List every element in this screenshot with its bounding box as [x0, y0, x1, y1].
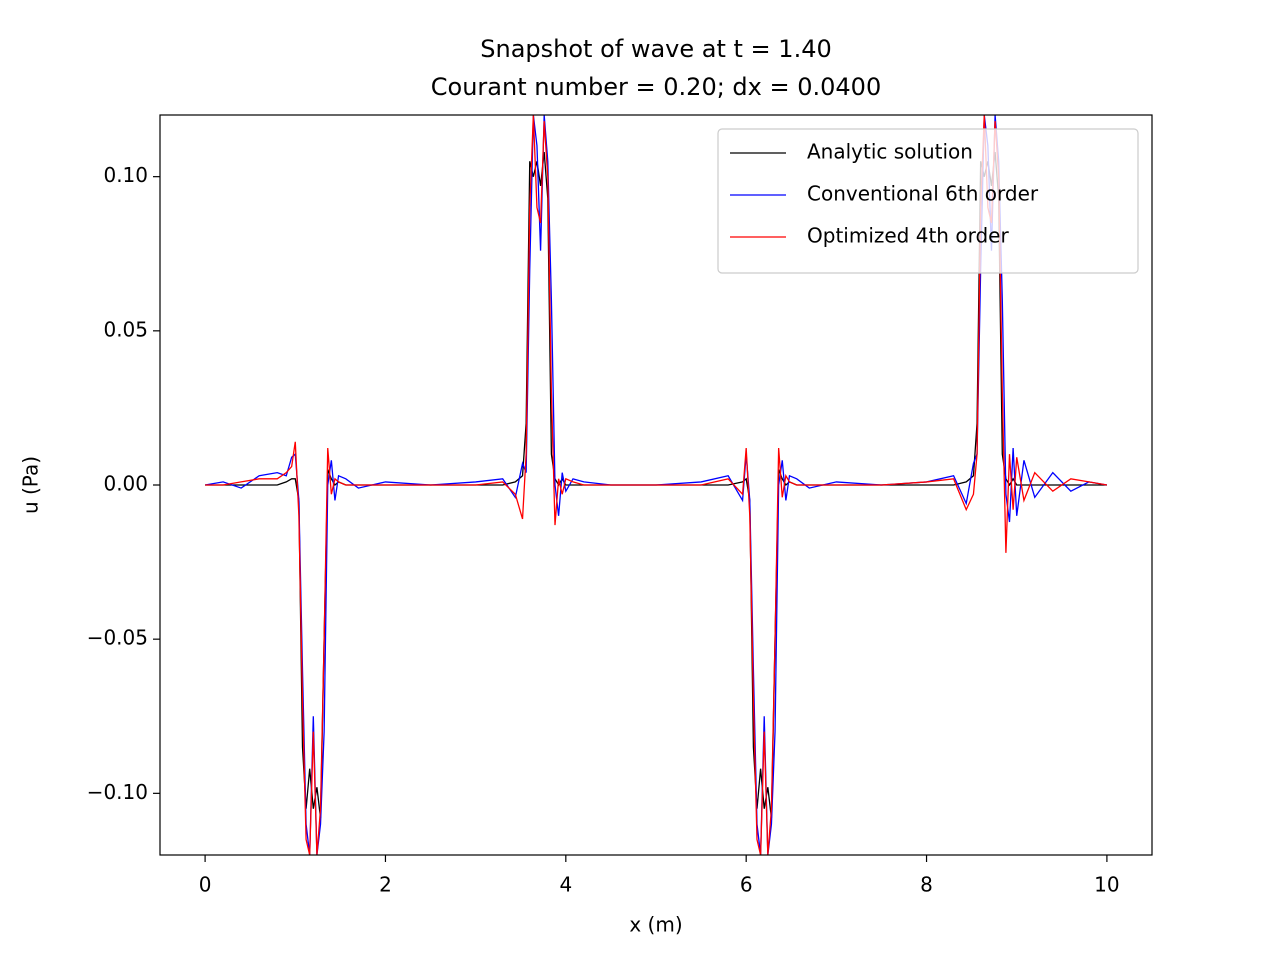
x-tick-label: 2 — [379, 873, 392, 897]
chart-title: Snapshot of wave at t = 1.40 — [480, 35, 831, 63]
legend-box — [717, 128, 1139, 274]
y-tick-label: 0.10 — [103, 163, 148, 187]
x-tick-label: 8 — [920, 873, 933, 897]
x-tick-label: 0 — [199, 873, 212, 897]
y-axis-label: u (Pa) — [19, 456, 43, 514]
chart-subtitle: Courant number = 0.20; dx = 0.0400 — [431, 73, 881, 101]
x-axis-label: x (m) — [629, 913, 682, 937]
y-tick-label: 0.00 — [103, 472, 148, 496]
legend-label: Analytic solution — [807, 140, 973, 164]
x-tick-label: 6 — [740, 873, 753, 897]
y-tick-label: 0.05 — [103, 317, 148, 341]
x-tick-label: 4 — [559, 873, 572, 897]
legend-label: Conventional 6th order — [807, 182, 1039, 206]
y-tick-label: −0.05 — [87, 626, 148, 650]
x-tick-label: 10 — [1094, 873, 1119, 897]
legend-label: Optimized 4th order — [807, 224, 1009, 248]
y-tick-label: −0.10 — [87, 780, 148, 804]
